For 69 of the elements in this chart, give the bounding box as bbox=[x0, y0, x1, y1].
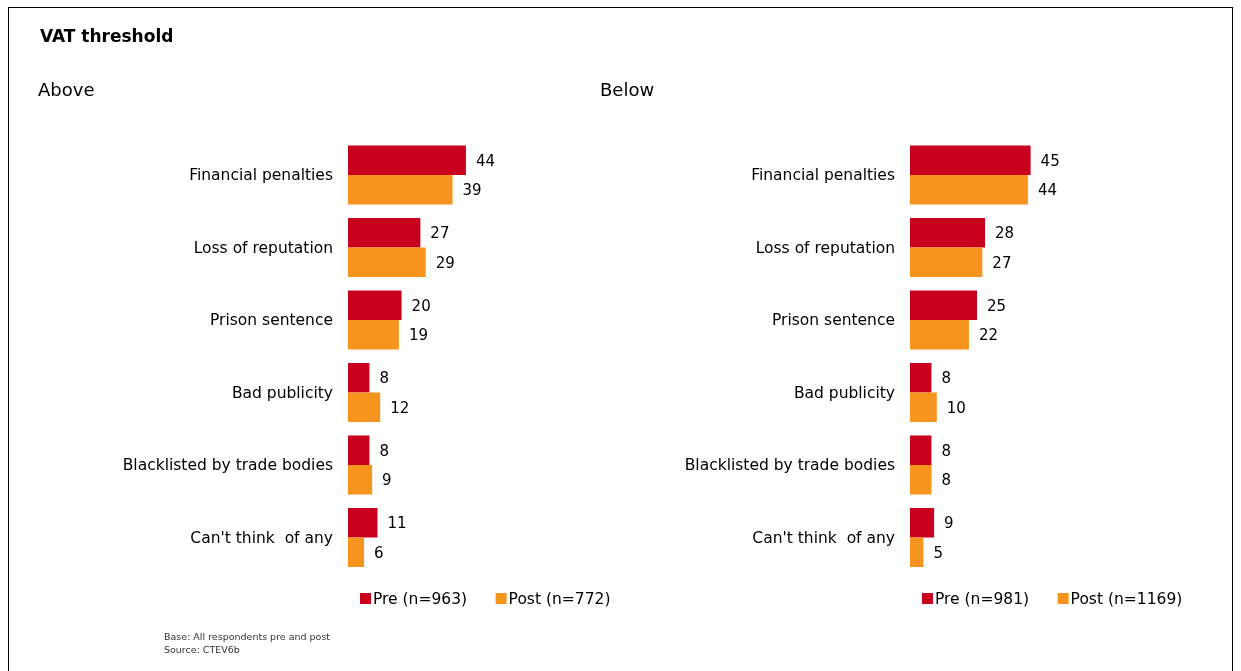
data-label: 8 bbox=[941, 471, 951, 489]
bar bbox=[348, 465, 373, 495]
data-label: 22 bbox=[978, 326, 999, 344]
bar bbox=[910, 145, 1031, 175]
bar bbox=[348, 392, 381, 422]
text: VAT threshold bbox=[40, 26, 174, 46]
bar bbox=[910, 247, 983, 277]
y-tick-label: Loss of reputation bbox=[755, 238, 895, 257]
data-label: 9 bbox=[944, 514, 954, 532]
bar bbox=[348, 290, 402, 320]
y-tick-label: Prison sentence bbox=[210, 311, 333, 330]
bar bbox=[910, 175, 1028, 205]
y-tick-label: Bad publicity bbox=[793, 383, 895, 402]
data-label: 27 bbox=[430, 224, 450, 242]
bar bbox=[348, 145, 466, 175]
data-label: 39 bbox=[462, 181, 482, 199]
data-label: 8 bbox=[941, 441, 951, 460]
bar bbox=[348, 247, 426, 277]
y-tick-label: Prison sentence bbox=[772, 311, 895, 330]
data-label: 28 bbox=[995, 224, 1015, 242]
data-label: 9 bbox=[382, 471, 392, 489]
bar bbox=[348, 320, 399, 350]
bar bbox=[348, 508, 378, 538]
bar bbox=[910, 218, 986, 248]
data-label: 8 bbox=[379, 441, 389, 460]
data-label: 45 bbox=[1040, 151, 1060, 170]
text: Below bbox=[600, 79, 655, 100]
bar bbox=[910, 465, 932, 495]
data-label: 44 bbox=[475, 151, 496, 170]
text: Base: All respondents pre and post bbox=[164, 631, 331, 642]
data-label: 10 bbox=[946, 398, 966, 417]
bar bbox=[348, 175, 453, 205]
data-label: 12 bbox=[390, 398, 410, 417]
bar bbox=[910, 435, 932, 465]
data-label: 6 bbox=[374, 543, 384, 562]
legend-label: Post (n=1169) bbox=[1070, 590, 1183, 609]
data-label: 8 bbox=[941, 369, 951, 387]
bar bbox=[910, 290, 977, 320]
data-label: 5 bbox=[933, 543, 943, 562]
data-label: 11 bbox=[387, 514, 407, 532]
legend-label: Pre (n=963) bbox=[373, 590, 468, 609]
data-label: 20 bbox=[411, 296, 431, 315]
bar bbox=[910, 363, 932, 393]
y-tick-label: Can't think of any bbox=[752, 528, 895, 547]
data-label: 19 bbox=[408, 326, 429, 344]
bar bbox=[910, 320, 969, 350]
data-label: 25 bbox=[987, 296, 1007, 315]
data-label: 44 bbox=[1037, 181, 1058, 199]
bar bbox=[348, 435, 370, 465]
y-tick-label: Blacklisted by trade bodies bbox=[122, 456, 333, 475]
legend-label: Pre (n=981) bbox=[935, 590, 1030, 609]
bar bbox=[348, 218, 421, 248]
text: Above bbox=[38, 79, 95, 100]
bar bbox=[910, 537, 924, 567]
bar bbox=[348, 537, 365, 567]
bar bbox=[910, 392, 937, 422]
bar bbox=[348, 363, 370, 393]
bar bbox=[910, 508, 935, 538]
data-label: 27 bbox=[992, 253, 1012, 272]
y-tick-label: Bad publicity bbox=[231, 383, 333, 402]
y-tick-label: Financial penalties bbox=[751, 166, 895, 185]
data-label: 29 bbox=[435, 253, 455, 272]
y-tick-label: Blacklisted by trade bodies bbox=[684, 456, 895, 475]
source-note: Source: CTEV6b bbox=[164, 644, 240, 655]
y-tick-label: Can't think of any bbox=[190, 528, 333, 547]
y-tick-label: Loss of reputation bbox=[193, 238, 333, 257]
data-label: 8 bbox=[379, 369, 389, 387]
y-tick-label: Financial penalties bbox=[189, 166, 333, 185]
legend-label: Post (n=772) bbox=[508, 590, 611, 609]
